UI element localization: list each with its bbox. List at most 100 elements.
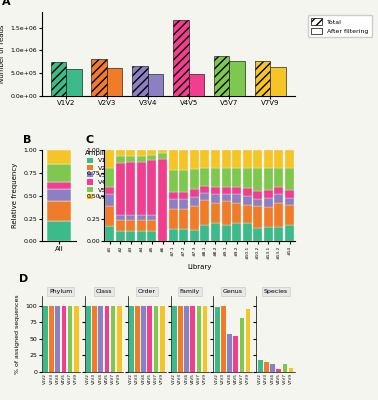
Title: Genus: Genus <box>223 289 243 294</box>
Bar <box>179 150 188 170</box>
Bar <box>178 306 183 372</box>
Bar <box>243 150 252 168</box>
Bar <box>264 168 273 190</box>
Bar <box>169 200 178 208</box>
Bar <box>107 68 122 96</box>
Bar <box>283 364 287 372</box>
Legend: Total, After filtering: Total, After filtering <box>308 15 372 37</box>
Bar <box>222 150 231 168</box>
Bar <box>240 318 244 372</box>
Bar <box>179 192 188 200</box>
Bar <box>264 207 273 227</box>
Bar <box>270 364 275 372</box>
Bar <box>179 229 188 242</box>
Bar <box>253 228 262 242</box>
Title: Family: Family <box>180 289 200 294</box>
Bar <box>232 187 241 194</box>
Bar <box>285 225 294 242</box>
Bar <box>126 230 135 242</box>
Bar <box>154 306 158 372</box>
Bar <box>274 150 284 168</box>
Bar <box>285 168 294 190</box>
Title: Phylum: Phylum <box>49 289 73 294</box>
Bar <box>86 306 91 372</box>
Bar <box>197 306 201 372</box>
Bar <box>132 66 148 96</box>
Bar <box>172 306 177 372</box>
Title: Class: Class <box>96 289 112 294</box>
Title: Species: Species <box>263 289 288 294</box>
Bar <box>232 150 241 168</box>
Bar <box>243 205 252 223</box>
Bar <box>243 168 252 188</box>
Bar <box>222 168 231 187</box>
Y-axis label: % of assigned sequences: % of assigned sequences <box>15 294 20 374</box>
Bar <box>116 156 125 163</box>
Bar <box>258 360 262 372</box>
Bar <box>190 169 199 190</box>
Bar <box>255 61 270 96</box>
Bar <box>47 150 71 164</box>
Bar <box>169 150 178 170</box>
Bar <box>68 306 72 372</box>
Bar <box>232 194 241 203</box>
Bar <box>214 56 229 96</box>
X-axis label: Library: Library <box>187 264 212 270</box>
Bar <box>169 170 178 192</box>
Bar <box>74 306 79 372</box>
Bar <box>62 306 66 372</box>
Bar <box>116 163 125 215</box>
Bar <box>43 306 48 372</box>
Bar <box>264 198 273 207</box>
Bar <box>274 168 284 187</box>
Bar <box>243 196 252 205</box>
Bar <box>66 68 82 96</box>
Bar <box>200 186 209 193</box>
Bar <box>147 155 156 160</box>
Bar <box>137 162 146 215</box>
Bar <box>285 190 294 198</box>
Bar <box>169 192 178 200</box>
Bar <box>116 215 125 220</box>
Bar <box>285 150 294 168</box>
Bar <box>47 190 71 201</box>
Bar <box>160 306 164 372</box>
Bar <box>137 156 146 162</box>
Bar <box>105 194 114 206</box>
Bar <box>126 162 135 215</box>
Bar <box>221 306 226 372</box>
Bar <box>243 188 252 196</box>
Text: C: C <box>85 135 93 145</box>
Bar <box>191 306 195 372</box>
Bar <box>147 230 156 242</box>
Bar <box>51 62 66 96</box>
Bar <box>211 194 220 203</box>
Bar <box>179 170 188 192</box>
Bar <box>289 368 293 372</box>
Bar <box>190 197 199 206</box>
Bar <box>274 194 284 203</box>
Bar <box>276 369 281 372</box>
Bar <box>200 150 209 168</box>
Bar <box>200 193 209 200</box>
Bar <box>116 230 125 242</box>
Bar <box>179 200 188 208</box>
Legend: V1V2, V2V3, V3V4, V4V5, V5V7, V7V9: V1V2, V2V3, V3V4, V4V5, V5V7, V7V9 <box>84 149 118 201</box>
Bar <box>147 215 156 220</box>
Bar <box>200 168 209 186</box>
Bar <box>105 226 114 242</box>
Text: A: A <box>2 0 11 7</box>
Bar <box>91 59 107 96</box>
Bar <box>274 203 284 227</box>
Bar <box>105 150 114 168</box>
Bar <box>173 20 189 96</box>
Bar <box>158 153 167 159</box>
Bar <box>47 201 71 221</box>
Bar <box>105 187 114 194</box>
Bar <box>227 334 232 372</box>
Bar <box>126 156 135 162</box>
Bar <box>200 225 209 242</box>
Bar <box>211 223 220 242</box>
Bar <box>158 150 167 153</box>
Bar <box>147 160 156 215</box>
